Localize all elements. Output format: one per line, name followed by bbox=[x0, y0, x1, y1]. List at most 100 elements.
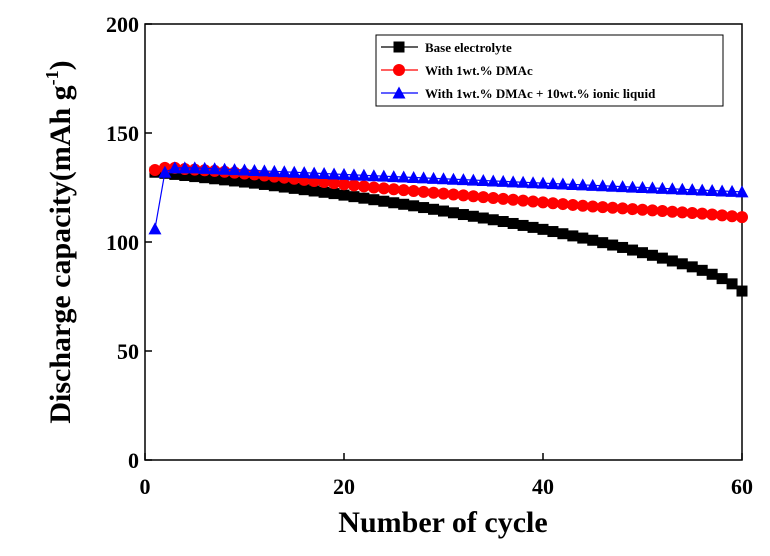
marker bbox=[547, 226, 559, 238]
marker bbox=[447, 207, 459, 219]
marker bbox=[676, 206, 689, 219]
marker bbox=[516, 175, 530, 188]
marker bbox=[716, 273, 728, 285]
marker bbox=[665, 182, 679, 195]
marker bbox=[576, 178, 590, 191]
marker bbox=[318, 176, 331, 189]
marker bbox=[537, 223, 549, 235]
marker bbox=[428, 203, 440, 215]
marker bbox=[337, 167, 351, 180]
marker bbox=[656, 205, 669, 218]
marker bbox=[338, 178, 350, 191]
marker bbox=[477, 212, 489, 224]
marker bbox=[696, 207, 709, 220]
marker bbox=[497, 216, 509, 228]
marker bbox=[496, 174, 510, 187]
marker bbox=[576, 199, 589, 212]
x-tick-label: 0 bbox=[140, 474, 151, 499]
marker bbox=[637, 247, 648, 259]
marker bbox=[646, 204, 659, 217]
marker bbox=[517, 219, 529, 231]
marker bbox=[418, 202, 430, 214]
marker bbox=[158, 165, 172, 178]
marker bbox=[328, 177, 341, 190]
marker bbox=[417, 185, 430, 198]
marker bbox=[606, 201, 619, 214]
marker bbox=[189, 171, 201, 183]
marker bbox=[357, 168, 371, 181]
marker bbox=[407, 184, 420, 197]
marker bbox=[377, 182, 390, 195]
marker bbox=[616, 202, 629, 215]
marker bbox=[507, 217, 519, 229]
marker bbox=[257, 164, 271, 177]
marker bbox=[645, 181, 659, 194]
marker bbox=[526, 176, 540, 189]
marker bbox=[725, 184, 739, 197]
marker bbox=[546, 177, 560, 190]
marker bbox=[636, 181, 649, 193]
marker bbox=[188, 161, 202, 174]
legend-label: Base electrolyte bbox=[425, 40, 512, 55]
marker bbox=[228, 163, 242, 176]
marker bbox=[656, 252, 668, 264]
marker bbox=[557, 228, 569, 240]
marker bbox=[556, 177, 570, 190]
marker bbox=[387, 170, 401, 183]
marker bbox=[347, 168, 361, 181]
x-axis-label: Number of cycle bbox=[338, 506, 547, 539]
marker bbox=[198, 161, 212, 174]
marker bbox=[378, 195, 390, 207]
marker bbox=[446, 172, 460, 185]
marker bbox=[268, 180, 280, 192]
marker bbox=[597, 237, 609, 249]
marker bbox=[437, 187, 450, 200]
marker bbox=[318, 186, 330, 198]
marker bbox=[617, 241, 629, 253]
marker bbox=[596, 179, 610, 192]
marker bbox=[358, 192, 370, 204]
marker bbox=[408, 200, 420, 212]
marker bbox=[497, 192, 510, 205]
marker bbox=[467, 210, 479, 222]
marker bbox=[567, 230, 579, 242]
marker bbox=[179, 170, 191, 182]
marker bbox=[636, 203, 649, 216]
y-tick-label: 200 bbox=[106, 12, 139, 37]
marker bbox=[368, 194, 380, 206]
marker bbox=[367, 169, 381, 182]
marker bbox=[536, 176, 550, 189]
legend-box bbox=[375, 34, 724, 107]
marker bbox=[527, 195, 540, 208]
marker bbox=[666, 205, 679, 218]
marker bbox=[407, 170, 421, 183]
marker bbox=[487, 191, 500, 204]
marker bbox=[616, 180, 630, 193]
marker bbox=[706, 208, 719, 221]
marker bbox=[348, 191, 360, 203]
marker bbox=[577, 232, 589, 244]
y-axis-label-main: Discharge capacity(mAh g bbox=[44, 85, 77, 423]
marker bbox=[357, 180, 370, 193]
marker bbox=[646, 249, 658, 261]
marker bbox=[456, 173, 470, 186]
marker bbox=[487, 214, 499, 226]
marker bbox=[438, 205, 449, 217]
marker bbox=[328, 188, 340, 200]
y-axis-label-sup: -1 bbox=[42, 70, 62, 85]
marker bbox=[705, 184, 719, 197]
marker bbox=[566, 177, 580, 190]
x-tick-label: 40 bbox=[532, 474, 554, 499]
marker bbox=[596, 201, 609, 214]
marker bbox=[476, 174, 490, 187]
marker bbox=[298, 184, 310, 196]
marker bbox=[248, 177, 260, 189]
marker bbox=[506, 175, 520, 188]
marker bbox=[239, 176, 250, 188]
marker bbox=[736, 211, 748, 224]
marker bbox=[338, 189, 350, 201]
marker bbox=[148, 164, 161, 177]
marker bbox=[277, 165, 291, 178]
marker bbox=[477, 191, 490, 204]
